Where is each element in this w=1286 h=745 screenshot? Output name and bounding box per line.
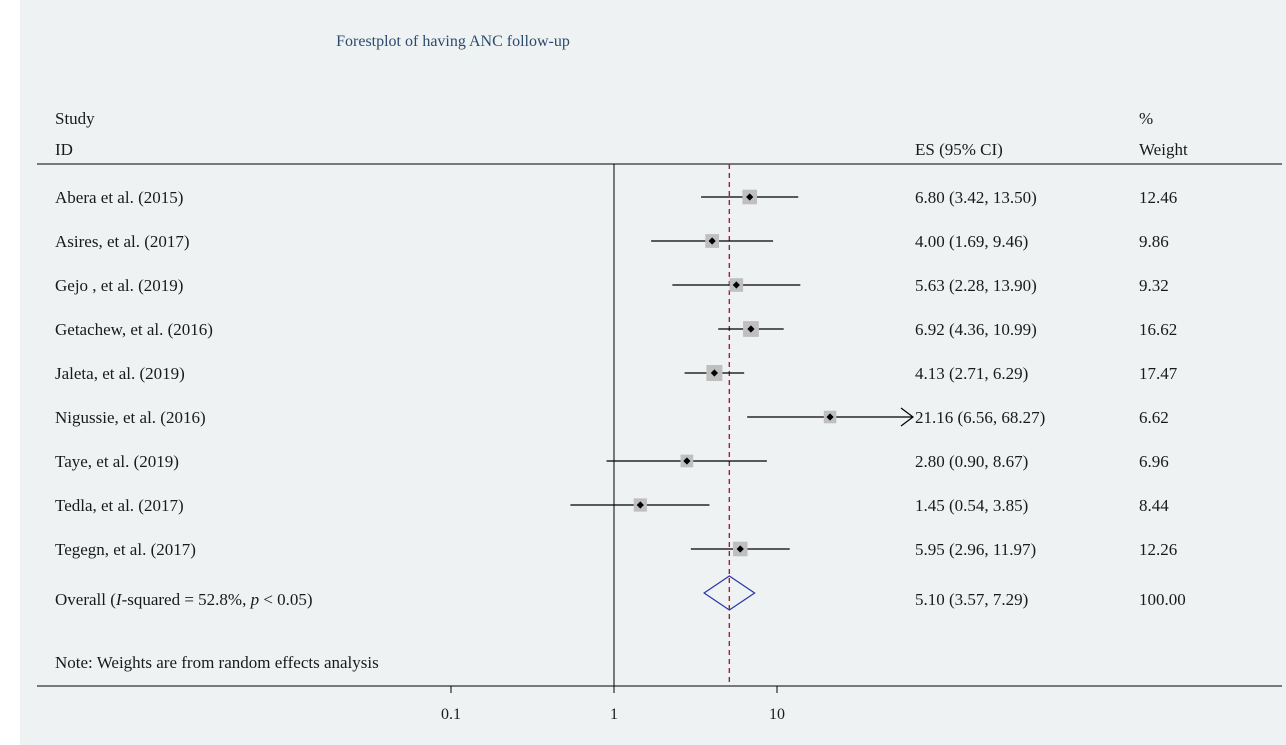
forest-plot-panel: Forestplot of having ANC follow-up Study… — [20, 0, 1286, 745]
study-label: Taye, et al. (2019) — [55, 452, 179, 471]
study-weight: 12.26 — [1139, 540, 1177, 559]
point-estimate — [732, 281, 740, 289]
study-label: Abera et al. (2015) — [55, 188, 183, 207]
study-es: 4.13 (2.71, 6.29) — [915, 364, 1028, 383]
study-weight: 17.47 — [1139, 364, 1178, 383]
study-weight: 8.44 — [1139, 496, 1169, 515]
x-axis: 0.1 1 10 — [441, 686, 785, 723]
point-estimate — [746, 193, 754, 201]
study-row: Gejo , et al. (2019) 5.63 (2.28, 13.90) 9.… — [55, 276, 1169, 295]
study-label: Getachew, et al. (2016) — [55, 320, 213, 339]
study-es: 1.45 (0.54, 3.85) — [915, 496, 1028, 515]
study-label: Tedla, et al. (2017) — [55, 496, 184, 515]
study-row: Asires, et al. (2017) 4.00 (1.69, 9.46) 9.… — [55, 232, 1169, 251]
study-es: 2.80 (0.90, 8.67) — [915, 452, 1028, 471]
x-tick-label: 0.1 — [441, 706, 461, 723]
weights-note: Note: Weights are from random effects an… — [55, 653, 379, 672]
study-row: Nigussie, et al. (2016) 21.16 (6.56, 68.2… — [55, 407, 1169, 427]
study-row: Taye, et al. (2019) 2.80 (0.90, 8.67) 6.96 — [55, 452, 1169, 471]
chart-title: Forestplot of having ANC follow-up — [336, 33, 570, 50]
ci-arrow — [900, 407, 914, 427]
forest-plot: Forestplot of having ANC follow-up Study… — [37, 33, 1282, 723]
header-id: ID — [55, 140, 73, 159]
header-es: ES (95% CI) — [915, 140, 1003, 159]
study-es: 5.63 (2.28, 13.90) — [915, 276, 1037, 295]
point-estimate — [826, 413, 834, 421]
study-es: 6.92 (4.36, 10.99) — [915, 320, 1037, 339]
point-estimate — [710, 369, 718, 377]
study-weight: 6.96 — [1139, 452, 1169, 471]
study-rows: Abera et al. (2015) 6.80 (3.42, 13.50) 12.… — [55, 188, 1178, 559]
x-tick-label: 1 — [610, 706, 618, 723]
study-label: Gejo , et al. (2019) — [55, 276, 183, 295]
study-es: 4.00 (1.69, 9.46) — [915, 232, 1028, 251]
x-tick-label: 10 — [769, 706, 785, 723]
point-estimate — [683, 457, 691, 465]
study-row: Tedla, et al. (2017) 1.45 (0.54, 3.85) 8.4… — [55, 496, 1169, 515]
study-row: Tegegn, et al. (2017) 5.95 (2.96, 11.97) 1… — [55, 540, 1177, 559]
header-weight: Weight — [1139, 140, 1188, 159]
study-label: Tegegn, et al. (2017) — [55, 540, 196, 559]
point-estimate — [736, 545, 744, 553]
study-weight: 16.62 — [1139, 320, 1177, 339]
study-es: 5.95 (2.96, 11.97) — [915, 540, 1036, 559]
study-row: Abera et al. (2015) 6.80 (3.42, 13.50) 12.… — [55, 188, 1177, 207]
study-row: Getachew, et al. (2016) 6.92 (4.36, 10.99… — [55, 320, 1177, 339]
header-study: Study — [55, 109, 95, 128]
study-label: Asires, et al. (2017) — [55, 232, 190, 251]
study-label: Nigussie, et al. (2016) — [55, 408, 206, 427]
study-weight: 6.62 — [1139, 408, 1169, 427]
point-estimate — [636, 501, 644, 509]
study-weight: 9.86 — [1139, 232, 1169, 251]
point-estimate — [747, 325, 755, 333]
overall-diamond — [703, 575, 756, 611]
study-weight: 9.32 — [1139, 276, 1169, 295]
study-weight: 12.46 — [1139, 188, 1177, 207]
overall-es: 5.10 (3.57, 7.29) — [915, 590, 1028, 609]
study-row: Jaleta, et al. (2019) 4.13 (2.71, 6.29) 17… — [55, 364, 1178, 383]
study-label: Jaleta, et al. (2019) — [55, 364, 185, 383]
overall-weight: 100.00 — [1139, 590, 1186, 609]
overall-label: Overall (I-squared = 52.8%, p < 0.05) — [55, 590, 313, 609]
study-es: 21.16 (6.56, 68.27) — [915, 408, 1045, 427]
header-percent: % — [1139, 109, 1153, 128]
point-estimate — [708, 237, 716, 245]
study-es: 6.80 (3.42, 13.50) — [915, 188, 1037, 207]
